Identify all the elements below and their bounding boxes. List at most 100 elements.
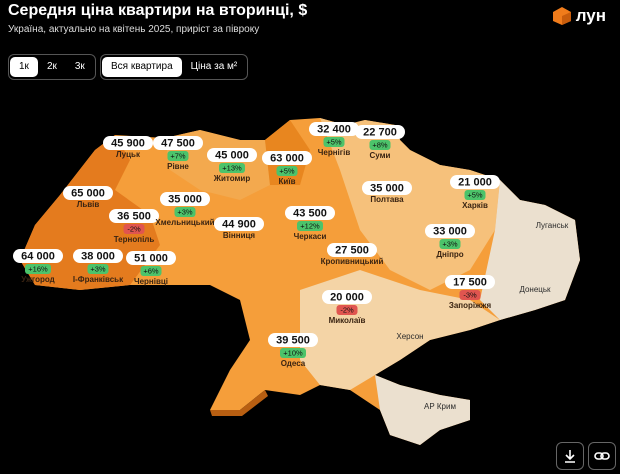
price-pill — [450, 175, 500, 189]
change-pill — [297, 221, 323, 231]
price-pill — [63, 186, 113, 200]
link-button[interactable] — [588, 442, 616, 470]
price: 35 000 — [168, 193, 202, 205]
price: 39 500 — [276, 334, 310, 346]
east-regions — [480, 180, 580, 320]
tab[interactable]: Ціна за м² — [190, 61, 238, 72]
tab[interactable]: Вся квартира — [102, 57, 182, 77]
price: 35 000 — [370, 182, 404, 194]
tab[interactable]: 2к — [46, 61, 57, 72]
measure-tabs: Вся квартира Ціна за м² — [100, 54, 249, 80]
logo[interactable]: лун — [552, 6, 606, 26]
city-name: Одеса — [281, 359, 306, 368]
city-name: Кропивницький — [321, 257, 384, 266]
change: +13% — [222, 163, 242, 172]
price: 47 500 — [161, 137, 195, 149]
change: -2% — [340, 305, 354, 314]
price-pill — [153, 136, 203, 150]
tab[interactable]: 3к — [74, 61, 85, 72]
price: 63 000 — [270, 152, 304, 164]
price-pill — [13, 249, 63, 263]
price: 33 000 — [433, 225, 467, 237]
change-pill — [276, 166, 298, 176]
city-name: Житомир — [213, 174, 251, 183]
price-pill — [362, 181, 412, 195]
change: +3% — [442, 239, 458, 248]
price-pill — [355, 125, 405, 139]
city-name: Тернопіль — [114, 235, 155, 244]
city-name: Суми — [370, 151, 391, 160]
city-name: Чернівці — [134, 277, 168, 286]
price-pill — [103, 136, 153, 150]
price: 32 400 — [317, 123, 351, 135]
change-pill — [439, 239, 461, 249]
price: 64 000 — [21, 250, 55, 262]
change-pill — [369, 140, 391, 150]
city-name: Харків — [462, 201, 488, 210]
rooms-tabs: 1к 2к 3к — [8, 54, 96, 80]
city-name: Чернігів — [318, 148, 351, 157]
price: 22 700 — [363, 126, 397, 138]
price-pill — [109, 209, 159, 223]
change-pill — [174, 207, 196, 217]
price-pill — [445, 275, 495, 289]
price-pill — [160, 192, 210, 206]
city-name: Рівне — [167, 162, 189, 171]
price: 27 500 — [335, 244, 369, 256]
change-pill — [280, 348, 306, 358]
change: +8% — [372, 140, 388, 149]
change: +12% — [300, 221, 320, 230]
price: 51 000 — [134, 252, 168, 264]
change-pill — [87, 264, 109, 274]
change: +6% — [143, 266, 159, 275]
city-name: Дніпро — [436, 250, 463, 259]
download-button[interactable] — [556, 442, 584, 470]
region-name: Луганськ — [536, 221, 569, 230]
city-name: Полтава — [370, 195, 404, 204]
city-name: Київ — [279, 177, 296, 186]
city-name: Хмельницький — [155, 218, 214, 227]
change-pill — [459, 290, 481, 300]
price: 17 500 — [453, 276, 487, 288]
change: -2% — [127, 224, 141, 233]
city-name: Вінниця — [223, 231, 256, 240]
city-name: Запоріжжя — [449, 301, 492, 310]
map-shadow — [210, 390, 268, 416]
city-name: Миколаїв — [329, 316, 366, 325]
city-name: Черкаси — [294, 232, 327, 241]
link-icon — [594, 452, 610, 460]
price: 36 500 — [117, 210, 151, 222]
crimea — [375, 375, 470, 445]
download-icon — [565, 450, 575, 463]
change: +16% — [28, 264, 48, 273]
price-pill — [262, 151, 312, 165]
region-name: Херсон — [396, 332, 423, 341]
price-pill — [309, 122, 359, 136]
city-name: Луцьк — [116, 150, 141, 159]
change: +5% — [467, 190, 483, 199]
price: 44 900 — [222, 218, 256, 230]
change: +5% — [326, 137, 342, 146]
price: 20 000 — [330, 291, 364, 303]
change-pill — [336, 305, 358, 315]
price-pill — [126, 251, 176, 265]
price-pill — [327, 243, 377, 257]
change: +5% — [279, 166, 295, 175]
change: +7% — [170, 151, 186, 160]
change-pill — [464, 190, 486, 200]
price: 21 000 — [458, 176, 492, 188]
price: 45 900 — [111, 137, 145, 149]
price-pill — [73, 249, 123, 263]
change-pill — [219, 163, 245, 173]
logo-text: лун — [575, 6, 606, 25]
change-pill — [25, 264, 51, 274]
city-name: І-Франківськ — [73, 275, 124, 284]
tab[interactable]: 1к — [10, 57, 38, 77]
change-pill — [123, 224, 145, 234]
city-name: Львів — [77, 200, 100, 209]
change-pill — [140, 266, 162, 276]
logo-icon — [552, 7, 571, 25]
change: +10% — [283, 348, 303, 357]
